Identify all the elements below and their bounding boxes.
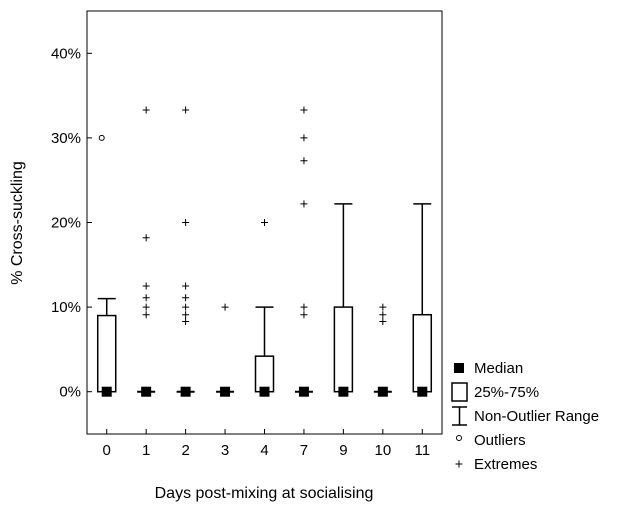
legend-label: Outliers (474, 432, 526, 449)
median-marker (377, 386, 388, 397)
box (96, 314, 117, 393)
box-group (333, 203, 354, 397)
extreme-point (142, 303, 150, 311)
x-tick-label: 10 (374, 442, 391, 459)
y-tick-label: 20% (51, 215, 81, 232)
x-tick-label: 7 (300, 442, 308, 459)
extreme-point (182, 303, 190, 311)
legend-whisker-symbol (452, 406, 467, 426)
extreme-point (300, 157, 308, 165)
outlier-point (98, 134, 105, 141)
extreme-point (182, 219, 190, 226)
median-marker (259, 386, 270, 397)
box-group (176, 106, 195, 397)
x-tick-label: 11 (414, 442, 430, 459)
extreme-point (379, 317, 387, 325)
legend-item: 25%-75% (451, 382, 539, 402)
y-tick-label: 10% (51, 299, 81, 316)
extreme-point (142, 294, 150, 302)
y-tick-label: 30% (51, 130, 81, 147)
y-axis: 0% 10% 20% 30% 40% (51, 45, 92, 401)
median-marker (298, 386, 309, 397)
extreme-point (261, 219, 268, 226)
box-group (254, 219, 275, 397)
box-group (294, 106, 313, 397)
x-axis-label: Days post-mixing at socialising (155, 485, 374, 502)
y-axis-label: % Cross-suckling (9, 161, 26, 285)
y-tick-label: 0% (59, 384, 81, 401)
box-group (216, 303, 235, 397)
x-tick-label: 4 (260, 442, 268, 459)
legend-label: Median (474, 360, 523, 377)
extreme-point (182, 311, 190, 319)
extreme-point (300, 303, 308, 311)
x-tick-label: 3 (221, 442, 229, 459)
box-group (412, 203, 433, 397)
extreme-point (182, 282, 190, 290)
box-group (137, 106, 156, 397)
x-tick-label: 2 (181, 442, 189, 459)
x-axis: 0 1 2 3 4 7 9 10 11 (103, 429, 430, 459)
extreme-point (182, 317, 190, 325)
box-group (96, 134, 117, 397)
median-marker (220, 386, 231, 397)
legend-item: Median (454, 360, 523, 377)
extreme-point (142, 282, 150, 290)
x-tick-label: 9 (339, 442, 347, 459)
extreme-point (142, 106, 150, 114)
box (333, 306, 354, 393)
median-marker (417, 386, 428, 397)
extreme-point (300, 106, 308, 114)
legend-item: Extremes (455, 456, 537, 473)
legend: Median 25%-75% Non-Outlier Range Outliers Ex… (451, 360, 599, 473)
median-marker (338, 386, 349, 397)
extreme-point (182, 294, 190, 302)
median-marker (180, 386, 191, 397)
y-tick-label: 40% (51, 45, 81, 62)
x-tick-label: 0 (103, 442, 111, 459)
x-tick-label: 1 (142, 442, 150, 459)
extreme-point (300, 311, 308, 319)
extreme-point (300, 134, 308, 142)
extreme-point (379, 311, 387, 319)
legend-label: Extremes (474, 456, 537, 473)
legend-item: Outliers (456, 432, 526, 449)
legend-extreme-symbol (455, 460, 463, 468)
extreme-point (300, 200, 308, 208)
extreme-point (379, 303, 387, 311)
median-marker (101, 386, 112, 397)
legend-median-symbol (454, 363, 464, 373)
box-group (373, 303, 392, 397)
legend-outlier-symbol (456, 435, 462, 441)
box (412, 313, 433, 393)
box (254, 355, 275, 393)
extreme-point (182, 106, 190, 114)
extreme-point (142, 234, 150, 242)
legend-box-symbol (451, 382, 468, 402)
boxes-layer (96, 106, 433, 397)
extreme-point (221, 303, 229, 311)
legend-label: 25%-75% (474, 384, 539, 401)
legend-item: Non-Outlier Range (452, 406, 599, 426)
median-marker (141, 386, 152, 397)
legend-label: Non-Outlier Range (474, 408, 599, 425)
extreme-point (142, 311, 150, 319)
